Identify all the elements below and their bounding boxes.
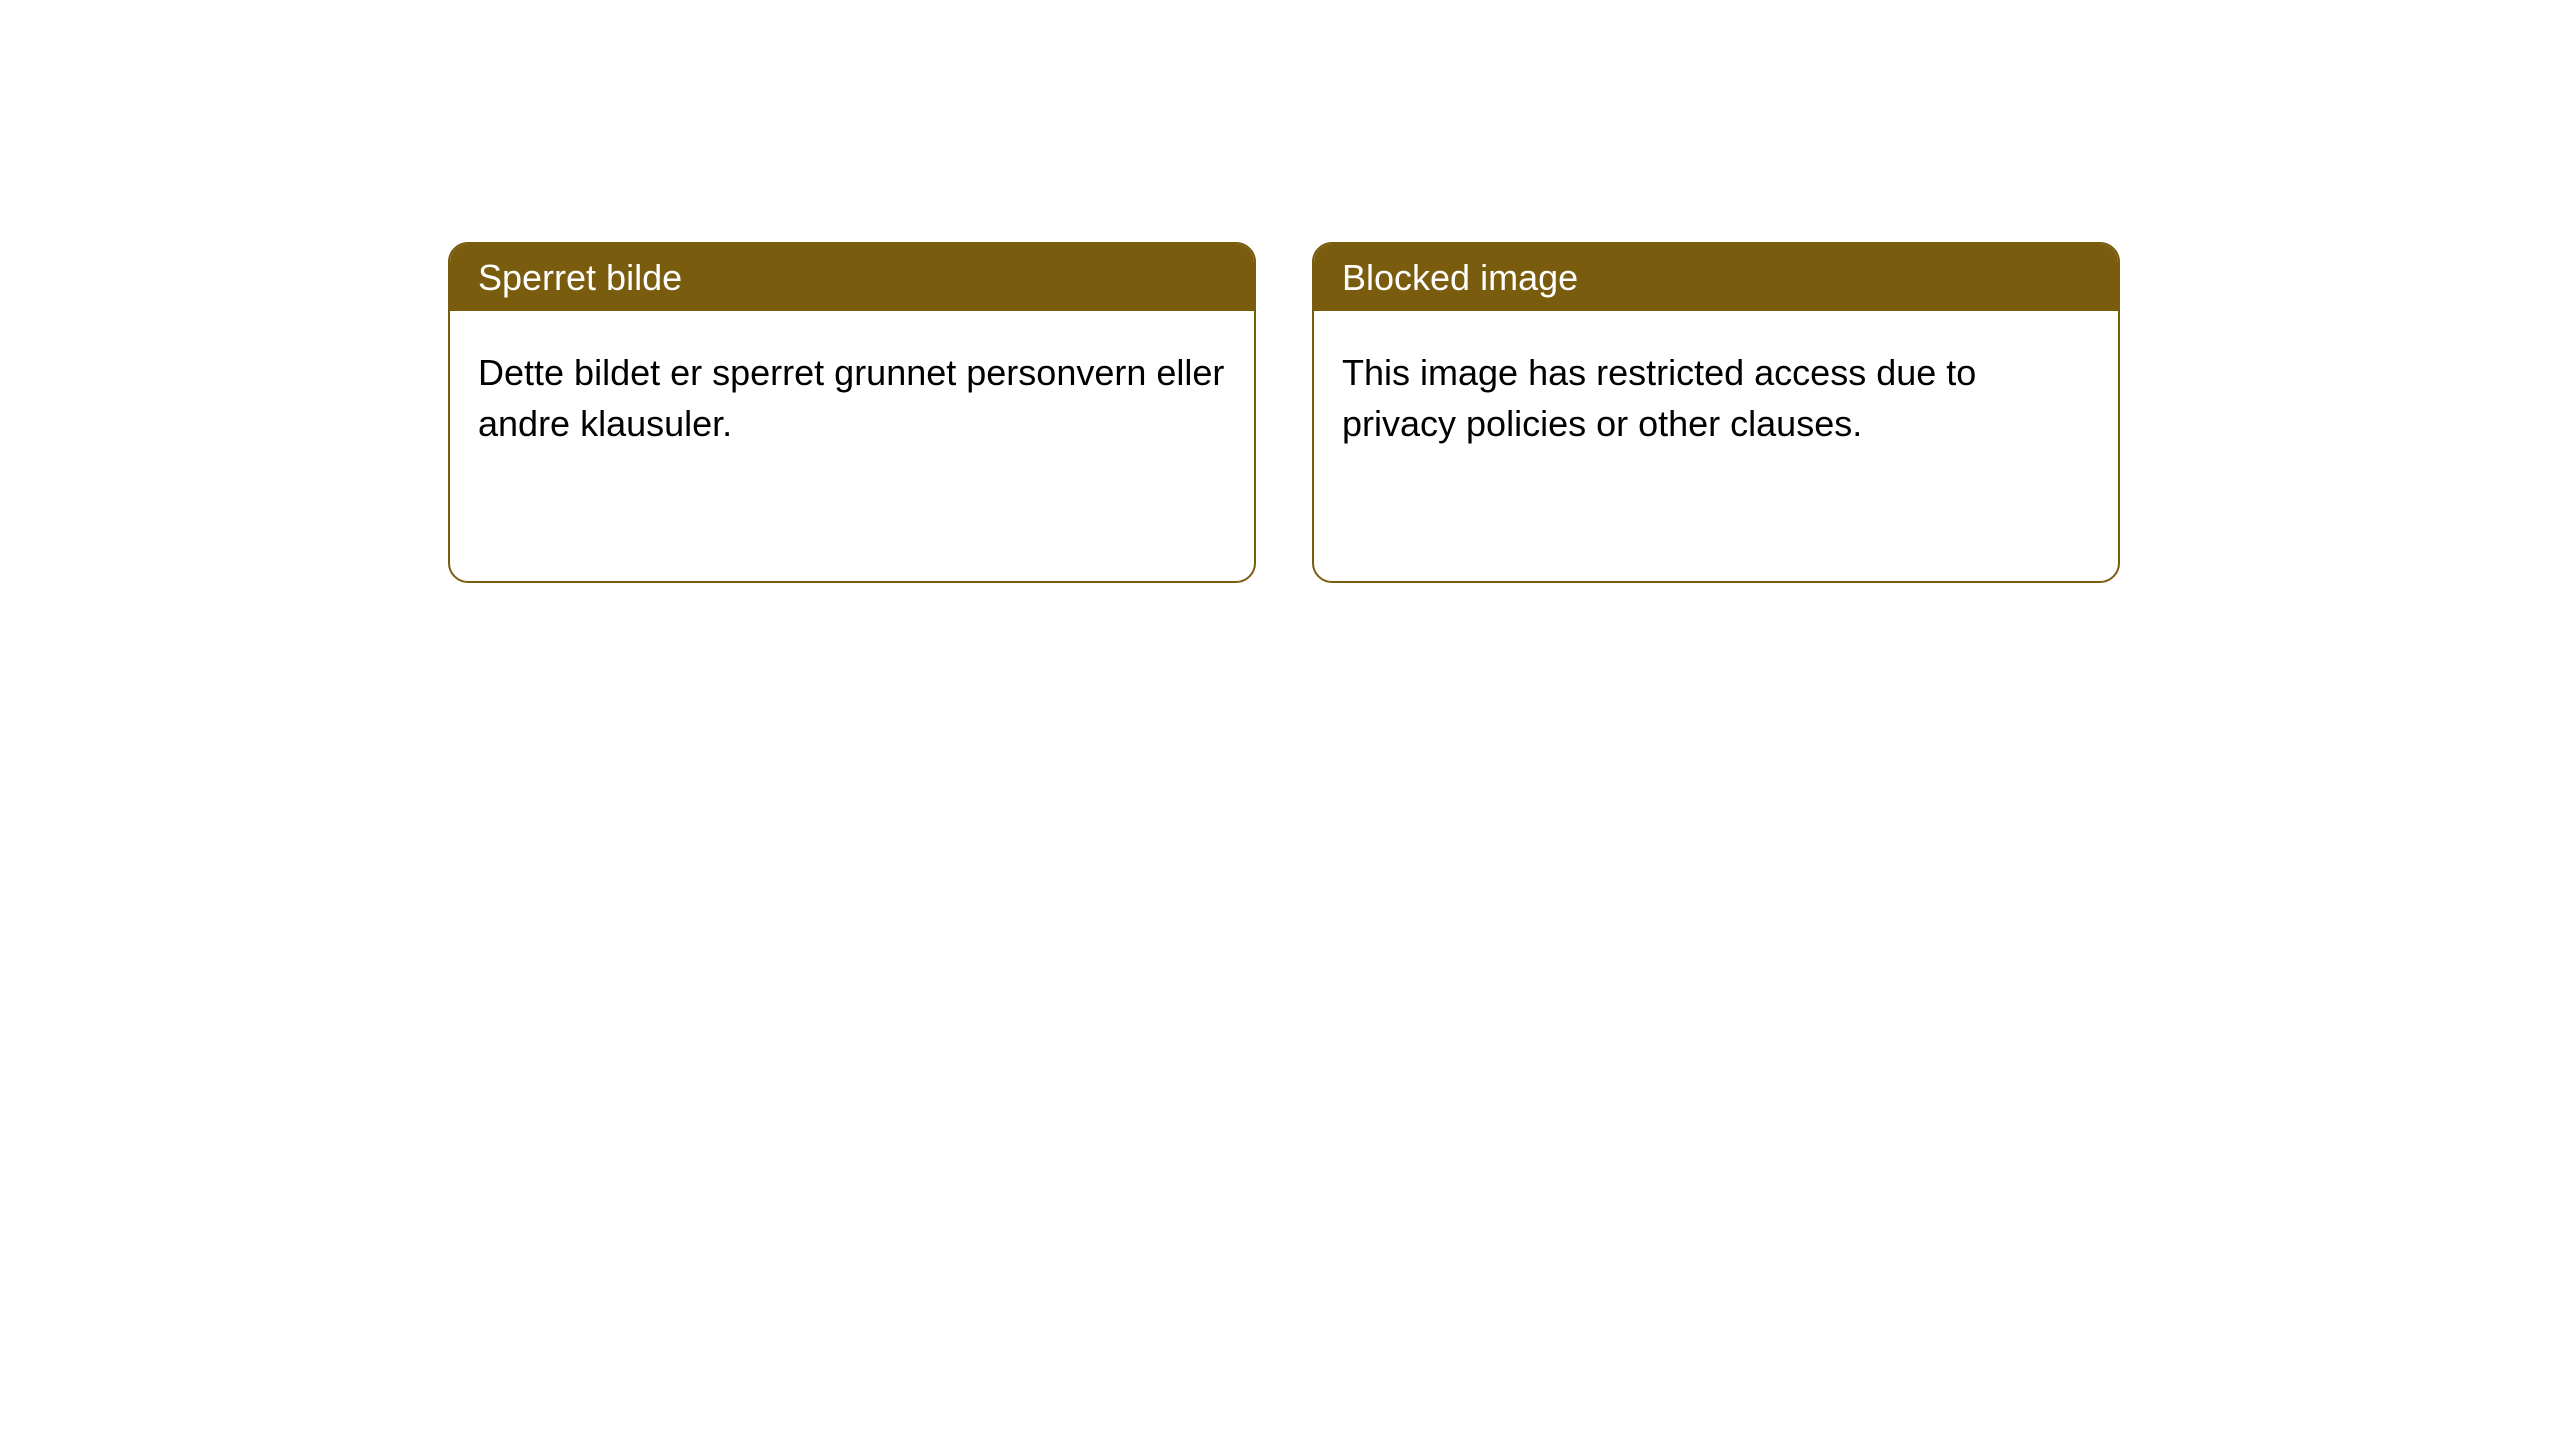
notice-title-en: Blocked image [1314, 244, 2118, 311]
notice-card-no: Sperret bilde Dette bildet er sperret gr… [448, 242, 1256, 583]
notice-body-en: This image has restricted access due to … [1314, 311, 2118, 581]
notice-card-en: Blocked image This image has restricted … [1312, 242, 2120, 583]
notice-body-no: Dette bildet er sperret grunnet personve… [450, 311, 1254, 581]
notice-title-no: Sperret bilde [450, 244, 1254, 311]
notice-container: Sperret bilde Dette bildet er sperret gr… [0, 0, 2560, 583]
